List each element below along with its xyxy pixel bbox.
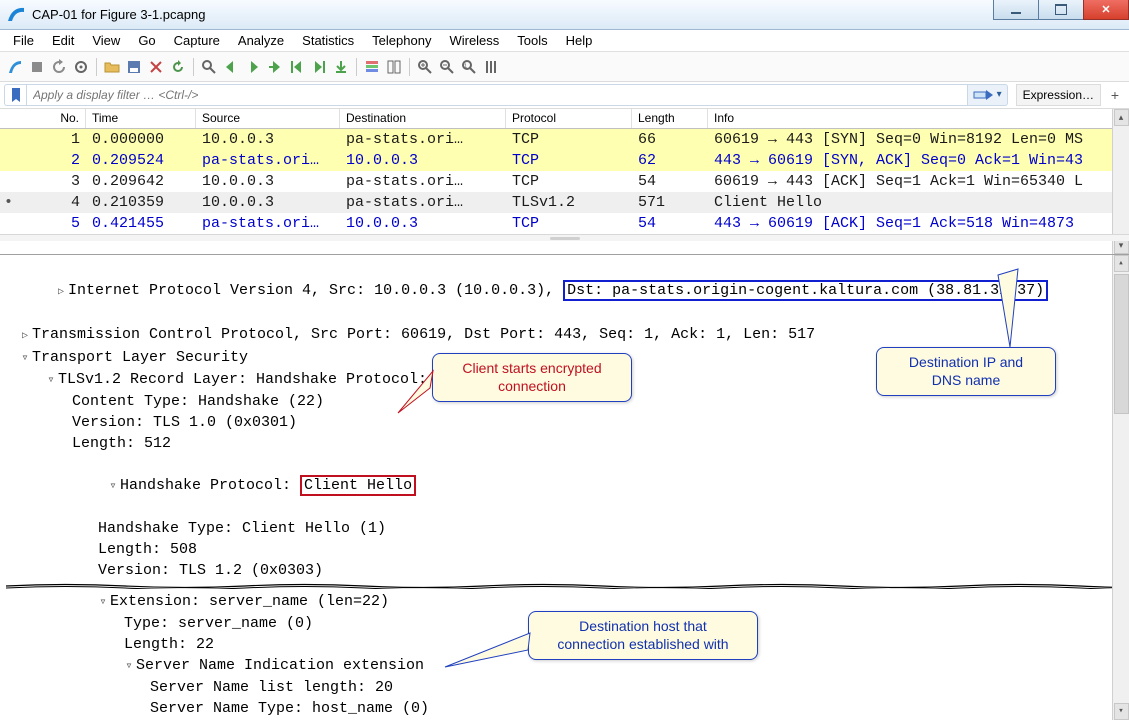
zoom-out-icon[interactable] bbox=[438, 58, 456, 76]
restart-capture-icon[interactable] bbox=[50, 58, 68, 76]
table-row[interactable]: 50.421455pa-stats.ori…10.0.0.3TCP54443 →… bbox=[0, 213, 1129, 234]
details-scrollbar[interactable]: ▴ ▾ bbox=[1112, 255, 1129, 720]
detail-ip-src: Internet Protocol Version 4, Src: 10.0.0… bbox=[68, 282, 563, 299]
detail-version1[interactable]: Version: TLS 1.0 (0x0301) bbox=[6, 412, 1129, 433]
menu-edit[interactable]: Edit bbox=[45, 31, 81, 50]
packet-list-body[interactable]: 10.00000010.0.0.3pa-stats.ori…TCP6660619… bbox=[0, 129, 1129, 234]
callout-dest-host: Destination host that connection establi… bbox=[528, 611, 758, 660]
menu-view[interactable]: View bbox=[85, 31, 127, 50]
detail-sni-listlen[interactable]: Server Name list length: 20 bbox=[6, 677, 1129, 698]
detail-length2[interactable]: Length: 508 bbox=[6, 539, 1129, 560]
filter-bar: ▾ Expression… + bbox=[0, 82, 1129, 109]
add-filter-button[interactable]: + bbox=[1105, 87, 1125, 103]
menu-analyze[interactable]: Analyze bbox=[231, 31, 291, 50]
detail-version2[interactable]: Version: TLS 1.2 (0x0303) bbox=[6, 560, 1129, 581]
go-first-icon[interactable] bbox=[288, 58, 306, 76]
display-filter-input[interactable] bbox=[26, 84, 968, 106]
menu-statistics[interactable]: Statistics bbox=[295, 31, 361, 50]
packet-list: No. Time Source Destination Protocol Len… bbox=[0, 109, 1129, 255]
col-no[interactable]: No. bbox=[0, 109, 86, 128]
toolbar: 1 bbox=[0, 52, 1129, 82]
expression-button[interactable]: Expression… bbox=[1016, 84, 1101, 106]
find-packet-icon[interactable] bbox=[200, 58, 218, 76]
menu-help[interactable]: Help bbox=[559, 31, 600, 50]
colorize-icon[interactable] bbox=[363, 58, 381, 76]
capture-options-icon[interactable] bbox=[72, 58, 90, 76]
window-controls bbox=[994, 0, 1129, 20]
window-title: CAP-01 for Figure 3-1.pcapng bbox=[32, 7, 205, 22]
close-button[interactable] bbox=[1083, 0, 1129, 20]
callout-client-hello: Client starts encrypted connection bbox=[432, 353, 632, 402]
menu-wireless[interactable]: Wireless bbox=[442, 31, 506, 50]
close-file-icon[interactable] bbox=[147, 58, 165, 76]
reload-icon[interactable] bbox=[169, 58, 187, 76]
go-last-icon[interactable] bbox=[310, 58, 328, 76]
table-row[interactable]: 30.20964210.0.0.3pa-stats.ori…TCP5460619… bbox=[0, 171, 1129, 192]
wireshark-fin-icon bbox=[6, 5, 26, 25]
packet-list-scrollbar[interactable]: ▴▾ bbox=[1112, 109, 1129, 254]
detail-length1[interactable]: Length: 512 bbox=[6, 433, 1129, 454]
detail-ip-dst: Dst: pa-stats.origin-cogent.kaltura.com … bbox=[563, 280, 1048, 301]
titlebar: CAP-01 for Figure 3-1.pcapng bbox=[0, 0, 1129, 30]
filter-apply-button[interactable]: ▾ bbox=[968, 84, 1008, 106]
table-row[interactable]: •40.21035910.0.0.3pa-stats.ori…TLSv1.257… bbox=[0, 192, 1129, 213]
detail-ext-server-name[interactable]: Extension: server_name (len=22) bbox=[6, 591, 1129, 613]
detail-client-hello: Client Hello bbox=[300, 475, 416, 496]
resize-columns-icon[interactable] bbox=[482, 58, 500, 76]
autoscroll-icon[interactable] bbox=[332, 58, 350, 76]
detail-handshake-type[interactable]: Handshake Type: Client Hello (1) bbox=[6, 518, 1129, 539]
open-file-icon[interactable] bbox=[103, 58, 121, 76]
go-back-icon[interactable] bbox=[222, 58, 240, 76]
menu-capture[interactable]: Capture bbox=[167, 31, 227, 50]
zoom-in-icon[interactable] bbox=[416, 58, 434, 76]
menu-file[interactable]: File bbox=[6, 31, 41, 50]
save-file-icon[interactable] bbox=[125, 58, 143, 76]
col-info[interactable]: Info bbox=[708, 109, 1129, 128]
zoom-reset-icon[interactable]: 1 bbox=[460, 58, 478, 76]
go-to-packet-icon[interactable] bbox=[266, 58, 284, 76]
detail-sni-nametype[interactable]: Server Name Type: host_name (0) bbox=[6, 698, 1129, 719]
detail-ip-line[interactable]: Internet Protocol Version 4, Src: 10.0.0… bbox=[6, 259, 1129, 324]
col-protocol[interactable]: Protocol bbox=[506, 109, 632, 128]
menu-tools[interactable]: Tools bbox=[510, 31, 554, 50]
detail-handshake-protocol[interactable]: Handshake Protocol: Client Hello bbox=[6, 454, 1129, 518]
col-source[interactable]: Source bbox=[196, 109, 340, 128]
go-forward-icon[interactable] bbox=[244, 58, 262, 76]
menu-bar: File Edit View Go Capture Analyze Statis… bbox=[0, 30, 1129, 52]
table-row[interactable]: 10.00000010.0.0.3pa-stats.ori…TCP6660619… bbox=[0, 129, 1129, 150]
col-length[interactable]: Length bbox=[632, 109, 708, 128]
torn-separator bbox=[6, 583, 1129, 589]
col-time[interactable]: Time bbox=[86, 109, 196, 128]
col-destination[interactable]: Destination bbox=[340, 109, 506, 128]
packet-list-header: No. Time Source Destination Protocol Len… bbox=[0, 109, 1129, 129]
pane-resize-handle[interactable] bbox=[0, 234, 1129, 241]
stop-capture-icon[interactable] bbox=[28, 58, 46, 76]
filter-bookmark-icon[interactable] bbox=[4, 84, 26, 106]
minimize-button[interactable] bbox=[993, 0, 1039, 20]
menu-go[interactable]: Go bbox=[131, 31, 162, 50]
callout-dst-ip-dns: Destination IP and DNS name bbox=[876, 347, 1056, 396]
autoresize-columns-icon[interactable] bbox=[385, 58, 403, 76]
packet-details[interactable]: Internet Protocol Version 4, Src: 10.0.0… bbox=[0, 255, 1129, 720]
start-capture-icon[interactable] bbox=[6, 58, 24, 76]
menu-telephony[interactable]: Telephony bbox=[365, 31, 438, 50]
table-row[interactable]: 20.209524pa-stats.ori…10.0.0.3TCP62443 →… bbox=[0, 150, 1129, 171]
detail-tcp-line[interactable]: Transmission Control Protocol, Src Port:… bbox=[6, 324, 1129, 347]
maximize-button[interactable] bbox=[1038, 0, 1084, 20]
